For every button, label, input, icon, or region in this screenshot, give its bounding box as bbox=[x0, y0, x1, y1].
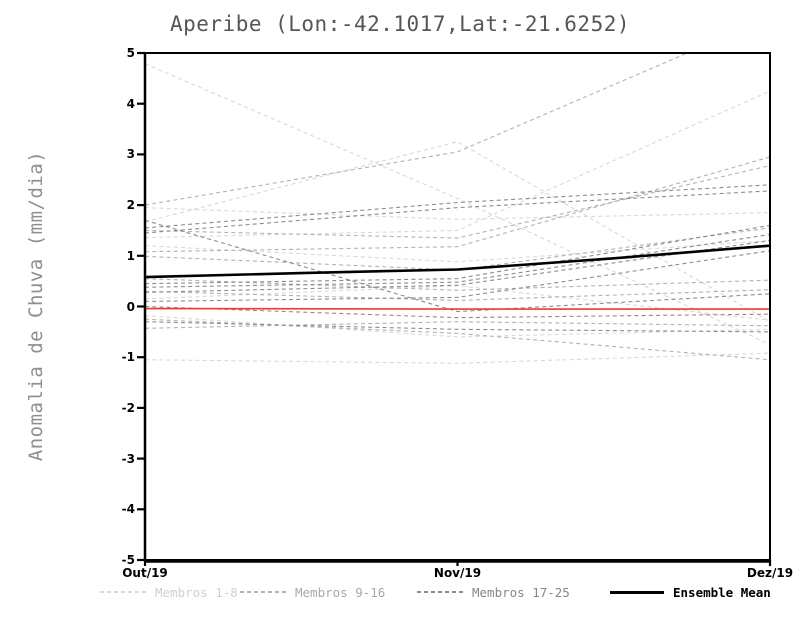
y-tick-label: 4 bbox=[126, 96, 135, 111]
plot-frame bbox=[144, 52, 771, 561]
dashed-line-sample bbox=[240, 591, 286, 593]
y-tick-label: 5 bbox=[126, 46, 135, 60]
member-line-group-2 bbox=[145, 289, 770, 301]
member-line-group-1 bbox=[145, 240, 770, 263]
member-line-group-1 bbox=[145, 315, 770, 338]
member-line-group-1 bbox=[145, 285, 770, 321]
member-line-group-2 bbox=[145, 321, 770, 329]
legend-label: Membros 1-8 bbox=[155, 584, 238, 600]
member-line-group-1 bbox=[145, 90, 770, 239]
legend-item-membros-17-25: Membros 17-25 bbox=[417, 584, 570, 600]
member-line-group-3 bbox=[145, 224, 770, 285]
member-line-group-2 bbox=[145, 318, 770, 361]
member-line-group-3 bbox=[145, 305, 770, 319]
member-line-group-1 bbox=[145, 352, 770, 364]
dashed-line-sample bbox=[100, 591, 146, 593]
solid-line-sample bbox=[610, 590, 664, 594]
legend-label: Membros 9-16 bbox=[295, 584, 386, 600]
y-tick-label: -2 bbox=[121, 400, 135, 415]
member-line-group-3 bbox=[145, 240, 770, 293]
member-line-group-3 bbox=[145, 219, 770, 313]
legend-item-membros-1-8: Membros 1-8 bbox=[100, 584, 238, 600]
y-tick-label: 3 bbox=[126, 147, 135, 162]
x-tick-label: Dez/19 bbox=[746, 566, 794, 580]
member-line-group-2 bbox=[145, 278, 770, 291]
x-tick-label: Nov/19 bbox=[433, 566, 482, 580]
chart-title: Aperibe (Lon:-42.1017,Lat:-21.6252) bbox=[169, 12, 630, 36]
legend-item-membros-9-16: Membros 9-16 bbox=[240, 584, 385, 600]
y-tick-label: -1 bbox=[121, 350, 135, 365]
x-tick-label: Out/19 bbox=[122, 566, 168, 580]
y-tick-label: -5 bbox=[121, 553, 135, 567]
y-tick-label: 0 bbox=[126, 299, 135, 314]
y-tick-label: 1 bbox=[126, 248, 135, 263]
y-tick-label: -4 bbox=[121, 502, 135, 517]
legend-label: Ensemble Mean bbox=[673, 584, 771, 600]
member-line-group-2 bbox=[145, 53, 689, 206]
member-line-group-1 bbox=[145, 63, 770, 346]
y-tick-label: 2 bbox=[126, 198, 135, 213]
legend-item-ensemble-mean: Ensemble Mean bbox=[610, 584, 771, 600]
dashed-line-sample bbox=[417, 591, 463, 593]
member-line-group-1 bbox=[145, 207, 770, 220]
member-line-group-1 bbox=[145, 141, 770, 323]
y-tick-label: -3 bbox=[121, 451, 135, 466]
member-line-group-2 bbox=[145, 165, 770, 239]
reference-zero-line bbox=[145, 307, 770, 310]
member-line-group-3 bbox=[145, 190, 770, 234]
legend-label: Membros 17-25 bbox=[472, 584, 570, 600]
member-line-group-2 bbox=[145, 156, 770, 253]
member-line-group-3 bbox=[145, 184, 770, 229]
member-line-group-3 bbox=[145, 250, 770, 302]
ensemble-mean-line bbox=[144, 244, 771, 279]
member-line-group-3 bbox=[145, 321, 770, 333]
member-line-group-3 bbox=[145, 233, 770, 288]
